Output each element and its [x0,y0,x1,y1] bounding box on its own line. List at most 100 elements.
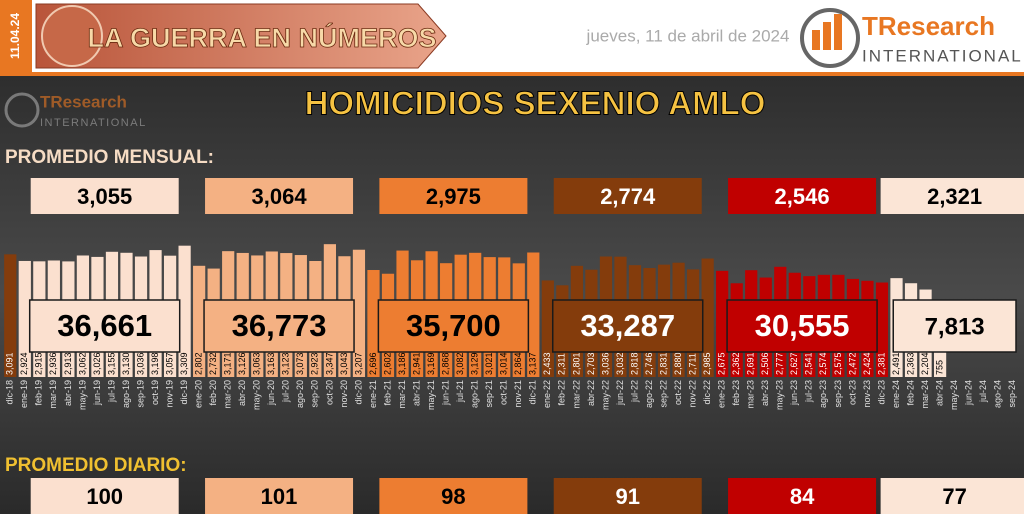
x-tick-label: mar-19 [48,380,58,409]
monthly-box [880,178,1024,214]
x-tick-label: sep-19 [135,380,145,408]
daily-avg: 77 [942,484,966,509]
value-label: 3,171 [223,352,233,375]
logo-bar [823,22,831,50]
chart-title: HOMICIDIOS SEXENIO AMLO [305,85,766,122]
x-tick-label: dic-18 [5,380,15,405]
bar [875,282,889,377]
bar [541,280,554,377]
x-tick-label: feb-23 [731,380,741,406]
x-tick-label: may-22 [600,380,610,410]
x-tick-label: jun-24 [964,380,974,406]
total-box [377,299,530,353]
x-tick-label: nov-19 [164,380,174,408]
logo-name: TResearch [862,11,995,41]
bar [716,270,729,377]
x-tick-label: feb-19 [34,380,44,406]
x-tick-label: nov-23 [862,380,872,408]
x-tick-label: jun-23 [789,380,799,406]
x-tick-label: jun-21 [440,380,450,406]
x-tick-label: abr-24 [934,380,944,406]
x-tick-label: oct-19 [150,380,160,405]
x-tick-label: jul-19 [106,380,116,403]
x-tick-label: ago-24 [993,380,1003,408]
value-label: 2,433 [542,352,552,375]
x-tick-label: jun-22 [615,380,625,406]
daily-avg: 101 [261,484,298,509]
total-label: 30,555 [755,308,850,343]
x-tick-label: oct-20 [324,380,334,405]
value-label: 2,802 [194,352,204,375]
x-tick-label: dic-23 [876,380,886,405]
header-line [0,72,1024,76]
x-tick-label: may-19 [77,380,87,410]
x-tick-label: ene-23 [717,380,727,408]
monthly-box [205,178,354,214]
total-label: 7,813 [925,313,985,340]
value-label: 2,506 [760,352,770,375]
x-tick-label: abr-19 [63,380,73,406]
value-label: 2,362 [731,352,741,375]
value-label: 3,014 [499,352,509,375]
x-tick-label: feb-22 [557,380,567,406]
x-tick-label: jul-21 [455,380,465,403]
value-label: 3,347 [324,352,334,375]
x-tick-label: dic-22 [702,380,712,405]
bar [527,252,540,377]
monthly-box [379,178,528,214]
x-tick-label: jul-20 [281,380,291,403]
daily-box [205,478,354,514]
value-label: 755 [934,360,944,375]
value-label: 2,703 [586,352,596,375]
value-label: 3,155 [106,352,116,375]
value-label: 3,309 [179,352,189,375]
x-tick-label: nov-21 [513,380,523,408]
logo: TResearch INTERNATIONAL [800,8,1021,68]
bar [933,347,947,377]
value-label: 3,043 [339,352,349,375]
value-label: 2,575 [833,352,843,375]
daily-box [880,478,1024,514]
value-label: 2,831 [658,352,668,375]
value-label: 2,472 [847,352,857,375]
value-label: 3,207 [353,352,363,375]
value-label: 2,732 [208,352,218,375]
value-label: 2,923 [310,352,320,375]
bar [352,249,366,377]
value-label: 3,198 [150,352,160,375]
x-tick-label: may-23 [775,380,785,410]
value-label: 2,746 [644,352,654,375]
daily-label: PROMEDIO DIARIO: [5,455,187,476]
x-tick-label: ene-24 [891,380,901,408]
daily-box [728,478,877,514]
value-label: 2,311 [557,353,567,375]
value-label: 3,129 [470,352,480,375]
monthly-avg: 2,321 [927,184,982,209]
value-label: 3,126 [237,352,247,375]
bar [701,258,714,377]
x-tick-label: mar-21 [397,380,407,409]
monthly-avg: 2,774 [600,184,656,209]
x-tick-label: ago-23 [818,380,828,408]
value-label: 2,675 [717,352,727,375]
value-label: 2,424 [862,352,872,375]
total-box [892,299,1017,353]
daily-box [379,478,528,514]
value-label: 3,186 [397,352,407,375]
value-label: 3,169 [426,352,436,375]
x-tick-label: sep-23 [833,380,843,408]
x-tick-label: abr-22 [586,380,596,406]
x-tick-label: sep-24 [1007,380,1017,408]
value-label: 2,602 [382,352,392,375]
x-tick-label: mar-24 [920,380,930,409]
x-tick-label: ene-22 [542,380,552,408]
x-tick-label: sep-22 [658,380,668,408]
value-label: 2,711 [687,353,697,375]
x-tick-label: ene-20 [194,380,204,408]
bar [193,265,206,377]
x-tick-label: mar-23 [746,380,756,409]
x-tick-label: may-24 [949,380,959,410]
value-label: 2,880 [673,352,683,375]
value-label: 2,915 [34,352,44,375]
